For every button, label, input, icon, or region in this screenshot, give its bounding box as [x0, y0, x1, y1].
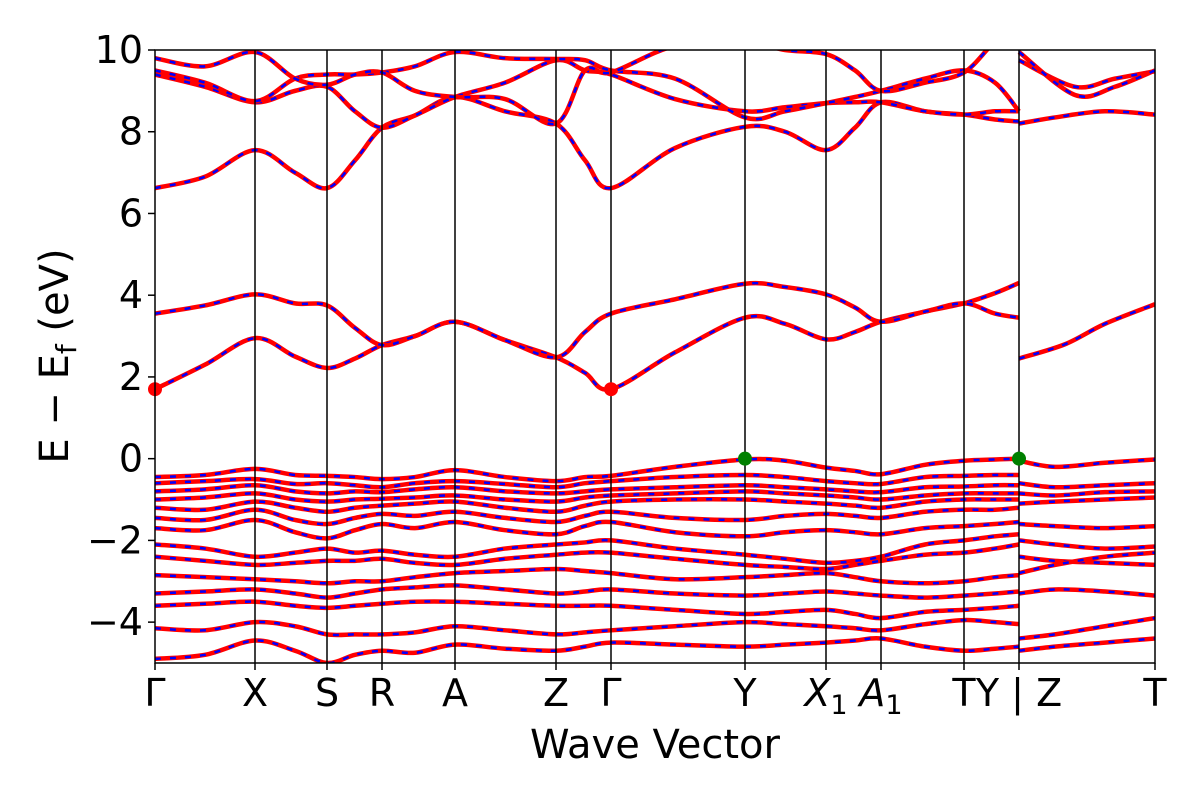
valence-band-1-blue — [155, 457, 1020, 483]
plot-frame — [154, 49, 1156, 664]
kpoint-lines — [254, 50, 1020, 663]
marker-cbm-2 — [604, 382, 618, 397]
valence-band-15-blue — [1018, 458, 1155, 469]
valence-band-24-blue — [1018, 616, 1155, 640]
valence-band-12-blue — [155, 600, 1020, 620]
conduction-band-7-blue — [1018, 303, 1155, 360]
valence-band-4-blue — [155, 490, 1019, 503]
conduction-band-10-blue — [1018, 51, 1155, 98]
y-tick-label: 2 — [119, 355, 143, 399]
kpoint-label: Y — [732, 671, 757, 715]
y-axis-label-main: E − E — [32, 354, 78, 464]
kpoint-label: Y | Z — [975, 671, 1062, 716]
valence-band-3-blue — [155, 483, 1020, 495]
valence-band-2-blue — [155, 473, 1020, 489]
kpoint-label: T — [1142, 671, 1167, 715]
conduction-band-3-blue — [155, 95, 1020, 190]
kpoint-label: R — [369, 671, 395, 715]
kpoint-label: X1 — [802, 671, 847, 721]
plot-background — [155, 50, 1155, 663]
y-tick-label: 4 — [119, 273, 143, 317]
y-tick-label: −4 — [87, 600, 143, 644]
kpoint-label: A1 — [856, 671, 902, 721]
valence-band-14-blue — [155, 636, 1020, 663]
valence-band-8-blue — [155, 533, 1020, 565]
valence-band-10-blue — [155, 567, 1020, 585]
valence-band-9-blue — [155, 543, 1020, 571]
valence-band-18-blue — [1018, 496, 1155, 505]
kpoint-label: Γ — [600, 671, 621, 715]
y-axis-label-tail: (eV) — [32, 248, 78, 344]
valence-band-17-blue — [1018, 490, 1155, 497]
bands-layer — [155, 50, 1155, 663]
y-axis: −4 −2 0 2 4 6 8 10 — [87, 28, 155, 644]
conduction-band-8-blue — [1018, 110, 1155, 125]
marker-vbm-4 — [1012, 451, 1026, 466]
valence-band-11-blue — [155, 584, 1020, 599]
valence-band-6-blue — [155, 506, 1020, 526]
y-tick-label: 8 — [119, 110, 143, 154]
conduction-band-5-blue — [155, 50, 1020, 121]
kpoint-label: T — [951, 671, 976, 715]
valence-band-7-blue — [155, 518, 1020, 540]
y-axis-label: E − Ef (eV) — [32, 248, 83, 463]
y-tick-label: 0 — [119, 437, 143, 481]
kpoint-label: S — [315, 671, 339, 715]
x-axis-label: Wave Vector — [530, 722, 781, 768]
valence-band-25-blue — [1018, 637, 1155, 652]
kpoint-label: X — [242, 671, 268, 715]
y-tick-label: 10 — [95, 28, 143, 72]
y-axis-label-sub: f — [50, 343, 83, 354]
conduction-band-6-blue — [155, 50, 989, 126]
kpoint-label: A — [442, 671, 468, 715]
marker-vbm-3 — [738, 451, 752, 466]
valence-band-16-blue — [1018, 481, 1155, 489]
valence-band-19-blue — [1018, 522, 1155, 530]
valence-band-20-blue — [1018, 539, 1155, 550]
valence-band-13-blue — [155, 618, 1020, 637]
kpoint-label: Γ — [144, 671, 165, 715]
valence-band-22-blue — [1018, 551, 1155, 575]
conduction-band-1-blue — [155, 281, 1020, 391]
kpoint-label: Z — [543, 671, 569, 715]
valence-band-23-blue — [1018, 588, 1155, 597]
conduction-band-2-blue — [155, 281, 1020, 359]
y-tick-label: 6 — [119, 191, 143, 235]
y-tick-label: −2 — [87, 518, 143, 562]
valence-band-5-blue — [155, 498, 1019, 514]
